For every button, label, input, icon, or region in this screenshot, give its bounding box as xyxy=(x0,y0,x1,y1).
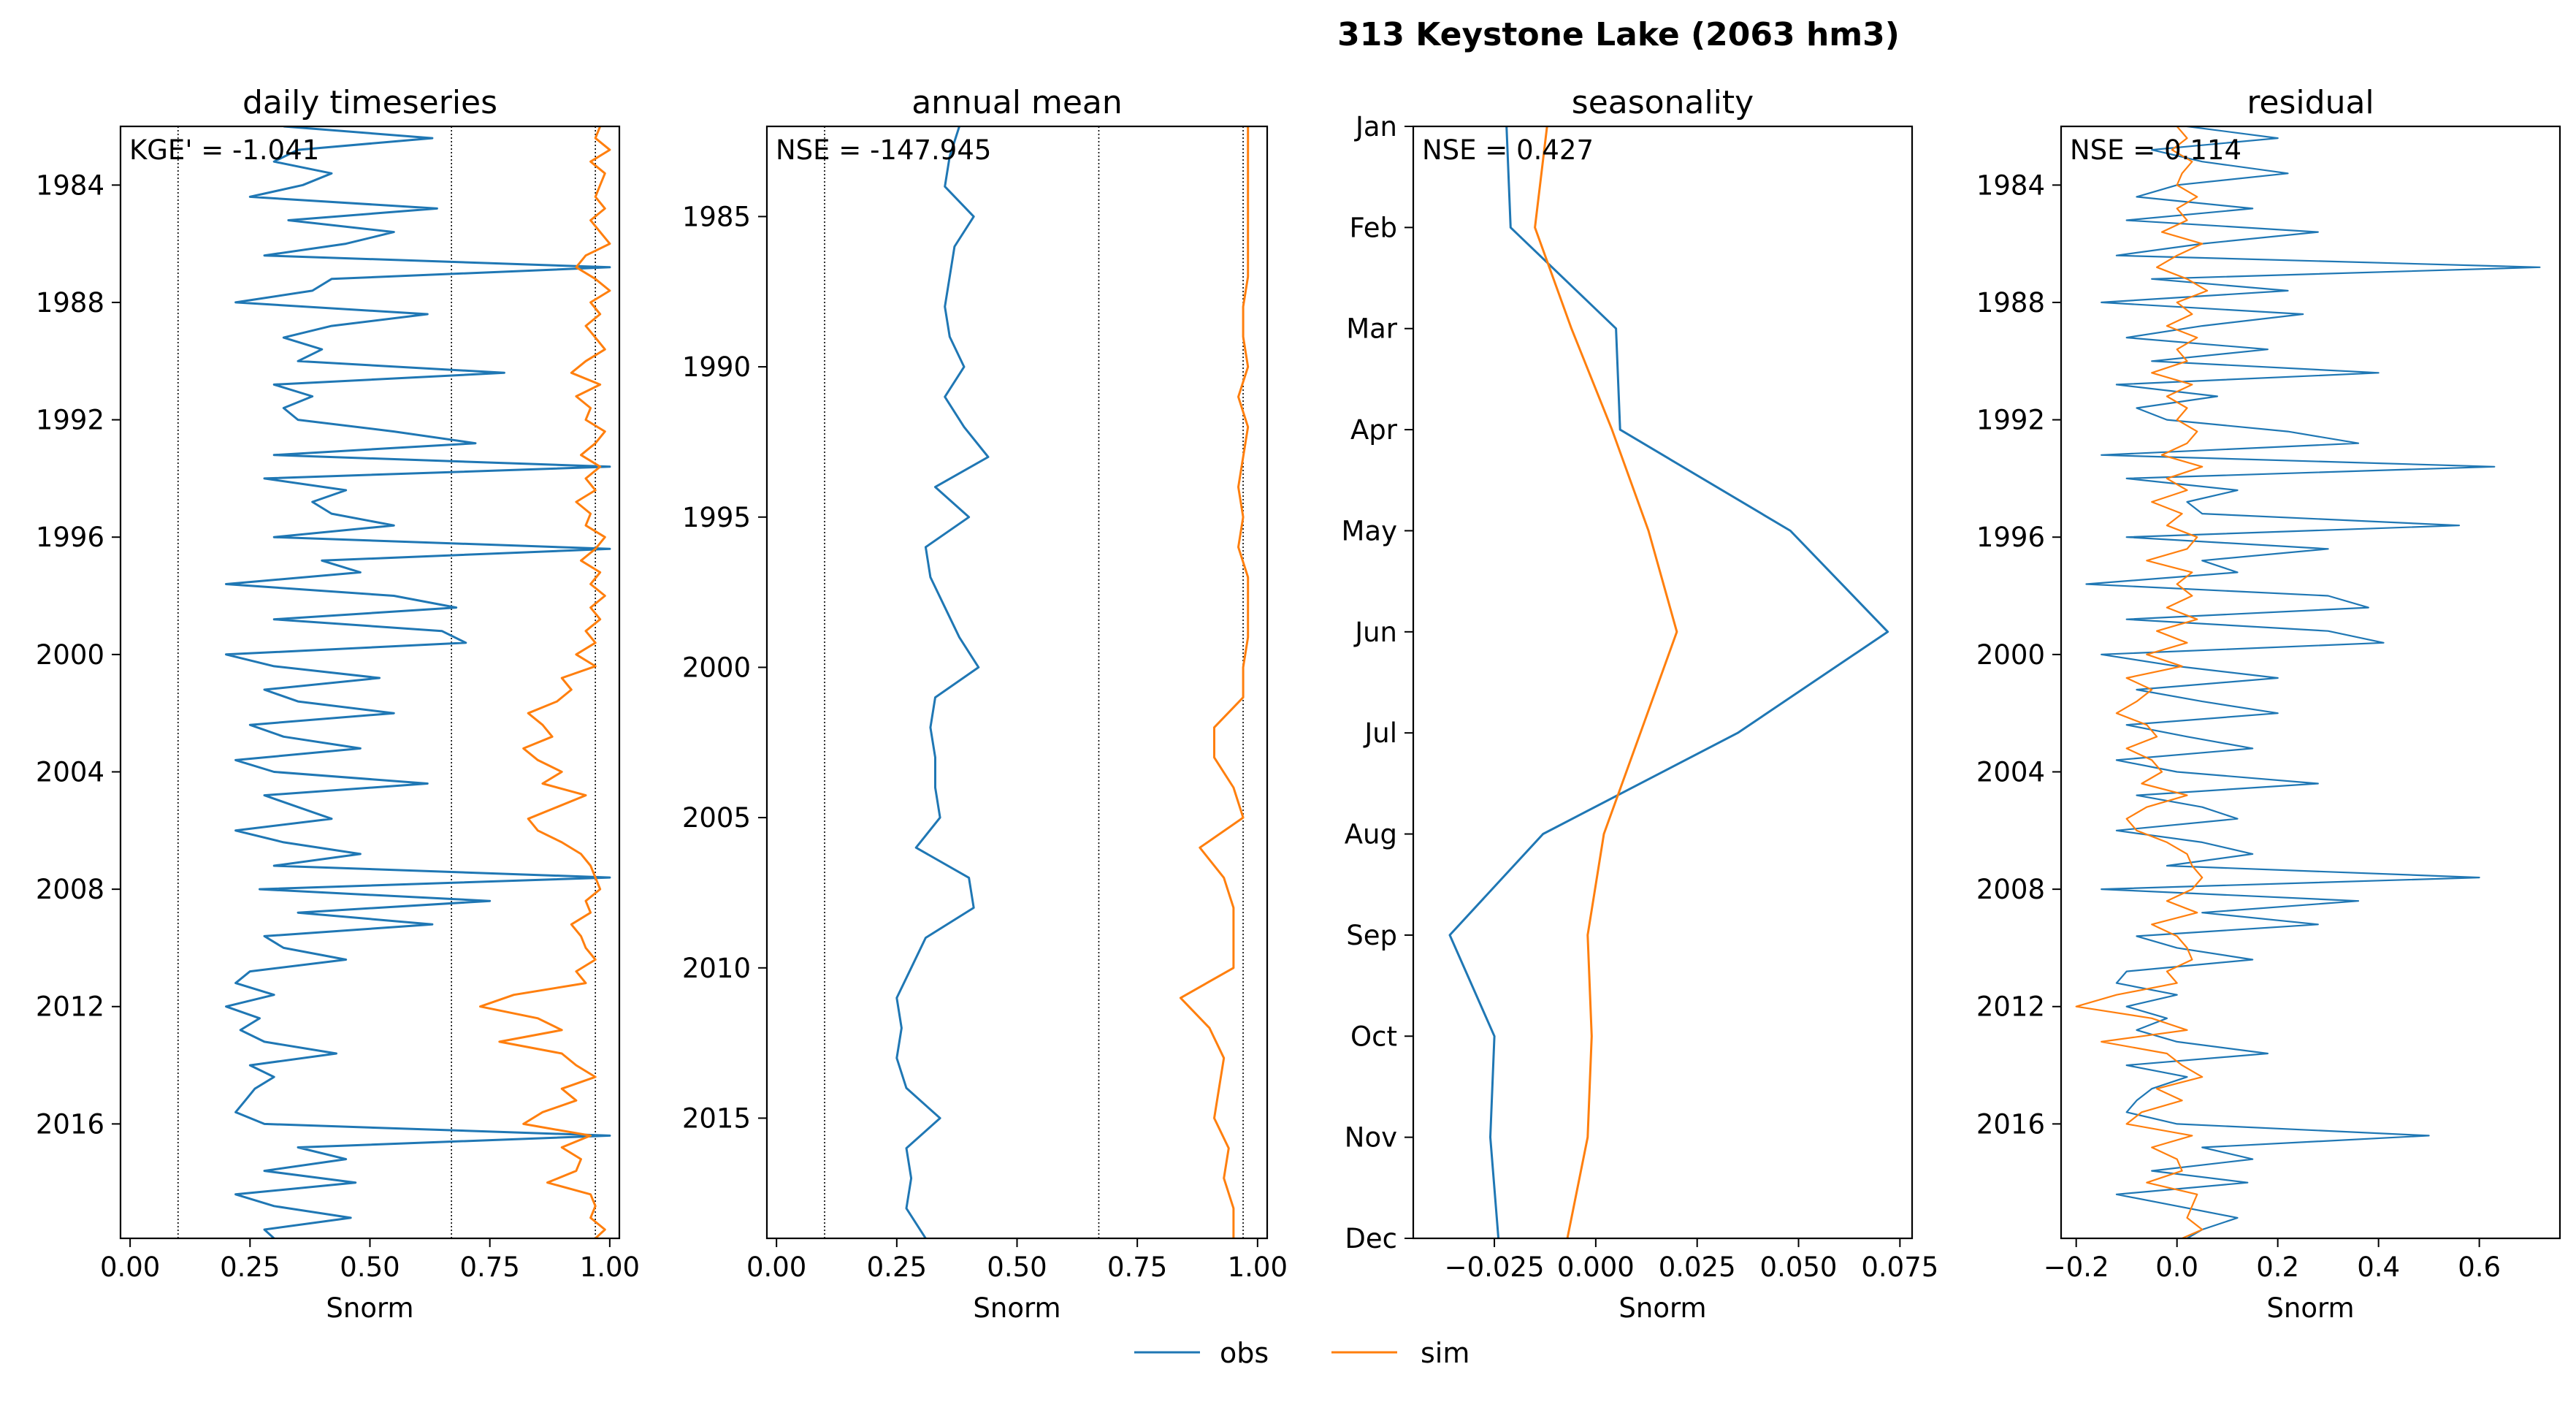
x-tick-label-0: 0.00 xyxy=(100,1251,160,1283)
y-tick-label-4: 2000 xyxy=(36,639,104,671)
y-tick-label-4: 2000 xyxy=(1976,639,2045,671)
y-tick-label-5: Jun xyxy=(1353,617,1397,648)
y-tick-label-8: 2016 xyxy=(36,1108,104,1140)
metric-annotation-residual: NSE = 0.114 xyxy=(2070,134,2241,166)
y-tick-label-2: 1995 xyxy=(682,502,751,533)
x-tick-label-2: 0.2 xyxy=(2256,1251,2299,1283)
x-axis-label-residual: Snorm xyxy=(2266,1292,2354,1324)
y-tick-label-1: 1988 xyxy=(36,287,104,319)
y-tick-label-1: 1990 xyxy=(682,351,751,383)
axes-frame-daily xyxy=(119,125,621,1240)
y-tick-label-6: 2008 xyxy=(36,874,104,905)
y-tick-label-3: 1996 xyxy=(36,522,104,553)
series-sim-residual xyxy=(2075,126,2209,1238)
y-tick-label-0: 1984 xyxy=(36,169,104,201)
y-tick-label-0: 1984 xyxy=(1976,169,2045,201)
x-tick-label-1: 0.25 xyxy=(220,1251,280,1283)
y-tick-label-4: 2005 xyxy=(682,802,751,834)
y-tick-label-7: Aug xyxy=(1345,819,1397,850)
x-tick-label-4: 0.6 xyxy=(2458,1251,2501,1283)
y-tick-label-11: Dec xyxy=(1345,1223,1397,1254)
x-tick-label-1: 0.000 xyxy=(1557,1251,1635,1283)
x-tick-label-3: 0.75 xyxy=(459,1251,519,1283)
panel-title-annual: annual mean xyxy=(911,84,1123,121)
series-sim-seasonality xyxy=(1534,126,1678,1238)
series-sim-daily xyxy=(479,126,611,1238)
y-tick-label-2: 1992 xyxy=(1976,405,2045,436)
panel-seasonality: seasonality −0.025 0.000 0.025 0.050 0.075 Jan… xyxy=(1342,84,1939,1324)
plot-area-annual xyxy=(895,126,1250,1238)
metric-annotation-seasonality: NSE = 0.427 xyxy=(1422,134,1594,166)
y-tick-label-3: 2000 xyxy=(682,652,751,683)
axes-frame-seasonality xyxy=(1412,125,1914,1240)
x-tick-label-2: 0.025 xyxy=(1659,1251,1736,1283)
y-tick-label-0: 1985 xyxy=(682,201,751,232)
y-tick-label-5: 2010 xyxy=(682,953,751,984)
metric-annotation-daily: KGE' = -1.041 xyxy=(129,134,319,166)
y-tick-label-1: 1988 xyxy=(1976,287,2045,319)
panels: daily timeseries 0.00 0.25 0.50 0.75 1.00 1984… xyxy=(36,84,2561,1324)
x-tick-label-0: −0.025 xyxy=(1445,1251,1545,1283)
series-obs-daily xyxy=(225,126,611,1238)
x-tick-label-1: 0.25 xyxy=(867,1251,927,1283)
metric-annotation-annual: NSE = -147.945 xyxy=(776,134,991,166)
y-tick-label-6: Jul xyxy=(1363,717,1397,749)
x-tick-label-4: 1.00 xyxy=(1228,1251,1288,1283)
y-tick-label-7: 2012 xyxy=(1976,991,2045,1023)
y-tick-label-0: Jan xyxy=(1354,111,1397,142)
y-tick-label-4: May xyxy=(1342,515,1398,546)
plot-area-daily xyxy=(225,126,611,1238)
y-tick-label-2: 1992 xyxy=(36,405,104,436)
y-tick-label-1: Feb xyxy=(1349,212,1397,243)
y-tick-label-9: Oct xyxy=(1350,1021,1397,1052)
panel-title-seasonality: seasonality xyxy=(1572,84,1754,121)
y-tick-label-10: Nov xyxy=(1345,1122,1397,1154)
y-tick-label-6: 2008 xyxy=(1976,874,2045,905)
axes-frame-annual xyxy=(765,125,1269,1240)
x-tick-label-3: 0.050 xyxy=(1760,1251,1838,1283)
y-tick-label-8: Sep xyxy=(1346,920,1397,951)
plot-area-seasonality xyxy=(1448,126,1889,1238)
x-tick-label-0: −0.2 xyxy=(2044,1251,2109,1283)
x-tick-label-3: 0.4 xyxy=(2357,1251,2400,1283)
x-axis-label-seasonality: Snorm xyxy=(1618,1292,1706,1324)
plot-area-residual xyxy=(2075,126,2541,1238)
y-tick-label-6: 2015 xyxy=(682,1102,751,1134)
x-tick-label-3: 0.75 xyxy=(1107,1251,1167,1283)
x-tick-label-2: 0.50 xyxy=(340,1251,400,1283)
y-tick-label-3: Apr xyxy=(1350,414,1398,446)
x-axis-label-daily: Snorm xyxy=(326,1292,413,1324)
legend-sim-label: sim xyxy=(1421,1337,1469,1369)
legend: obs sim xyxy=(1134,1337,1469,1369)
panel-residual: residual −0.2 0.0 0.2 0.4 0.6 1984 1988 1992 1996… xyxy=(1976,84,2561,1324)
x-axis-label-annual: Snorm xyxy=(973,1292,1060,1324)
figure-suptitle: 313 Keystone Lake (2063 hm3) xyxy=(1337,16,1900,53)
y-tick-label-7: 2012 xyxy=(36,991,104,1023)
x-tick-label-4: 1.00 xyxy=(580,1251,640,1283)
series-obs-residual xyxy=(2085,126,2541,1238)
panel-daily: daily timeseries 0.00 0.25 0.50 0.75 1.00 1984… xyxy=(36,84,640,1324)
y-tick-label-3: 1996 xyxy=(1976,522,2045,553)
x-tick-label-2: 0.50 xyxy=(987,1251,1047,1283)
x-tick-label-1: 0.0 xyxy=(2155,1251,2198,1283)
axes-frame-residual xyxy=(2060,125,2561,1240)
y-tick-label-2: Mar xyxy=(1346,313,1398,345)
legend-obs-label: obs xyxy=(1220,1337,1269,1369)
x-tick-label-4: 0.075 xyxy=(1861,1251,1938,1283)
panel-annual: annual mean 0.00 0.25 0.50 0.75 1.00 1985 1990 1… xyxy=(682,84,1288,1324)
series-sim-annual xyxy=(1179,126,1250,1238)
series-obs-annual xyxy=(895,126,990,1238)
panel-title-daily: daily timeseries xyxy=(242,84,497,121)
x-tick-label-0: 0.00 xyxy=(746,1251,806,1283)
y-tick-label-5: 2004 xyxy=(1976,756,2045,788)
y-tick-label-5: 2004 xyxy=(36,756,104,788)
panel-title-residual: residual xyxy=(2247,84,2374,121)
y-tick-label-8: 2016 xyxy=(1976,1108,2045,1140)
series-obs-seasonality xyxy=(1448,126,1889,1238)
